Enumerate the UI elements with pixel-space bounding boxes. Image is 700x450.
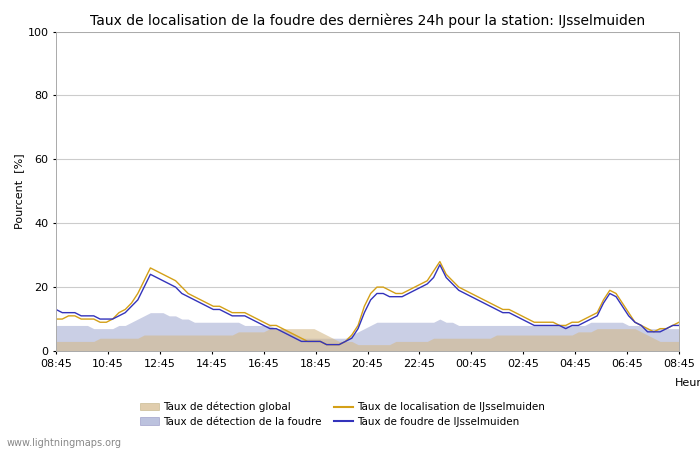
Text: www.lightningmaps.org: www.lightningmaps.org — [7, 438, 122, 448]
Title: Taux de localisation de la foudre des dernières 24h pour la station: IJsselmuide: Taux de localisation de la foudre des de… — [90, 13, 645, 27]
Legend: Taux de détection global, Taux de détection de la foudre, Taux de localisation d: Taux de détection global, Taux de détect… — [136, 398, 549, 431]
X-axis label: Heure: Heure — [675, 378, 700, 388]
Y-axis label: Pourcent  [%]: Pourcent [%] — [15, 153, 24, 229]
